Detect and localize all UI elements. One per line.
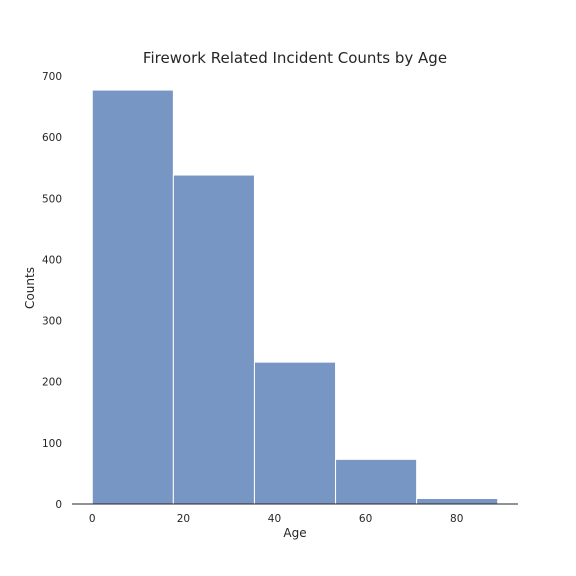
y-tick-label: 500 xyxy=(42,193,62,205)
y-tick-label: 100 xyxy=(42,438,62,450)
bar-1 xyxy=(172,174,255,505)
bar-0 xyxy=(91,89,174,505)
x-tick-label: 40 xyxy=(268,513,281,525)
x-tick-labels: 0 20 40 60 80 xyxy=(89,513,463,525)
y-axis-label: Counts xyxy=(23,267,37,309)
bar-3 xyxy=(335,458,418,505)
bar-2 xyxy=(253,361,337,505)
x-axis-label: Age xyxy=(283,526,306,540)
y-tick-label: 400 xyxy=(42,254,62,266)
bar-4 xyxy=(416,497,499,505)
x-tick-label: 60 xyxy=(359,513,372,525)
y-tick-label: 300 xyxy=(42,316,62,328)
chart-title: Firework Related Incident Counts by Age xyxy=(143,49,447,67)
y-tick-label: 600 xyxy=(42,132,62,144)
x-tick-label: 0 xyxy=(89,513,96,525)
y-tick-labels: 0 100 200 300 400 500 600 700 xyxy=(42,71,62,511)
x-tick-label: 80 xyxy=(450,513,463,525)
bars-group xyxy=(91,89,499,505)
y-tick-label: 200 xyxy=(42,377,62,389)
y-tick-label: 700 xyxy=(42,71,62,83)
y-tick-label: 0 xyxy=(55,499,62,511)
x-tick-label: 20 xyxy=(177,513,190,525)
